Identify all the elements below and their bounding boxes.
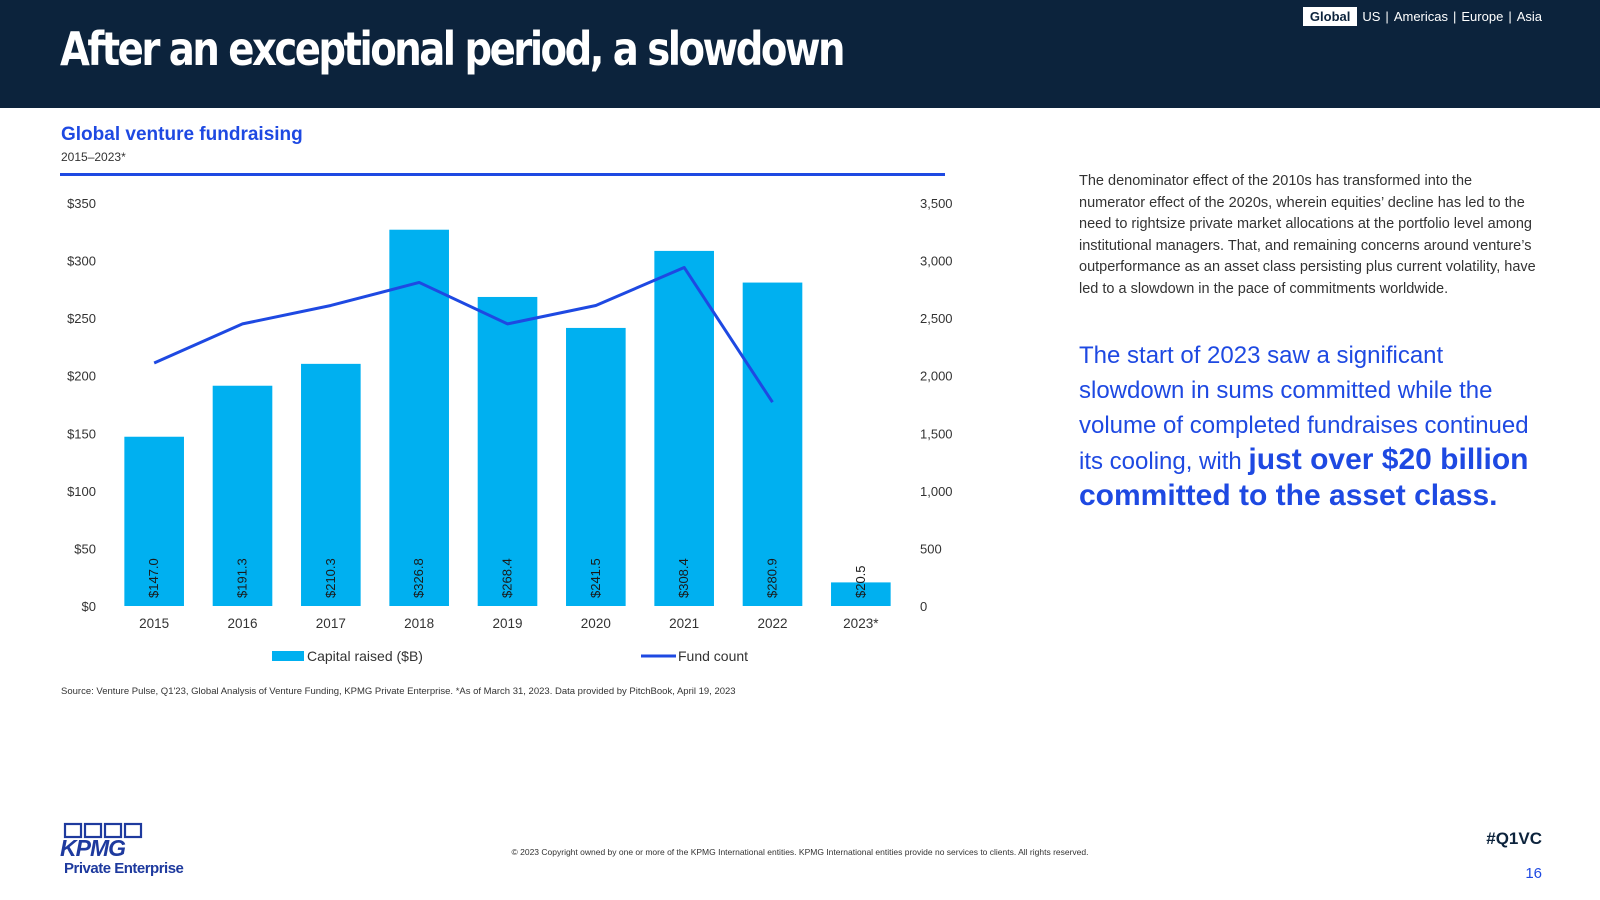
legend-label-capital: Capital raised ($B) [307, 648, 423, 664]
region-tab-americas[interactable]: Americas [1393, 9, 1448, 24]
bar-data-label: $241.5 [588, 558, 603, 598]
left-axis-tick-label: $150 [67, 426, 96, 441]
bar-data-label: $280.9 [765, 558, 780, 598]
bar [742, 282, 803, 606]
callout-text: The start of 2023 saw a significant slow… [1079, 338, 1549, 515]
x-axis-tick-label: 2017 [316, 616, 346, 631]
x-axis-tick-label: 2020 [581, 616, 611, 631]
region-separator: | [1508, 9, 1512, 24]
region-nav: Global US | Americas | Europe | Asia [1302, 7, 1542, 26]
x-axis-tick-label: 2018 [404, 616, 434, 631]
left-axis-tick-label: $200 [67, 369, 96, 384]
right-axis-tick-label: 2,000 [920, 369, 953, 384]
bar [654, 250, 714, 607]
bar-data-label: $191.3 [235, 558, 250, 598]
page-number: 16 [1525, 865, 1542, 882]
logo-subtitle: Private Enterprise [64, 860, 184, 877]
bar-data-label: $308.4 [676, 558, 691, 598]
bar-data-label: $326.8 [411, 558, 426, 598]
header-bar: After an exceptional period, a slowdown … [0, 0, 1600, 108]
x-axis-tick-label: 2022 [757, 616, 787, 631]
right-axis-tick-label: 1,000 [920, 484, 953, 499]
bar [566, 327, 626, 606]
bar-data-label: $20.5 [853, 565, 868, 598]
region-separator: | [1385, 9, 1389, 24]
x-axis-tick-label: 2023* [843, 616, 879, 631]
x-axis-tick-label: 2019 [492, 616, 522, 631]
x-axis-tick-label: 2015 [139, 616, 169, 631]
legend-label-fund-count: Fund count [678, 648, 748, 664]
right-axis-tick-label: 1,500 [920, 426, 953, 441]
copyright-notice: © 2023 Copyright owned by one or more of… [511, 847, 1089, 857]
x-axis-tick-label: 2021 [669, 616, 699, 631]
region-tab-europe[interactable]: Europe [1461, 9, 1504, 24]
hashtag: #Q1VC [1486, 829, 1542, 848]
callout-lead: The start of 2023 saw a significant slow… [1079, 342, 1529, 475]
bar [212, 385, 273, 606]
right-axis-tick-label: 500 [920, 541, 942, 556]
bar [389, 229, 449, 607]
left-axis-tick-label: $350 [67, 196, 96, 211]
chart-subtitle: 2015–2023* [61, 150, 126, 164]
callout-emphasis: just over $20 billion committed to the a… [1079, 443, 1529, 512]
fund-count-line [153, 265, 774, 404]
bar-data-label: $147.0 [146, 558, 161, 598]
chart-title-rule [60, 173, 945, 176]
bar [124, 436, 184, 606]
bar-data-label: $210.3 [323, 558, 338, 598]
left-axis-tick-label: $100 [67, 484, 96, 499]
x-axis-tick-label: 2016 [227, 616, 257, 631]
kpmg-logo: KPMG [60, 822, 143, 860]
left-axis-tick-label: $50 [74, 541, 96, 556]
left-axis-tick-label: $0 [82, 599, 96, 614]
region-separator: | [1453, 9, 1457, 24]
bar-data-label: $268.4 [500, 558, 515, 598]
bar [301, 363, 361, 606]
bar [477, 296, 538, 606]
bar [831, 582, 891, 606]
left-axis-tick-label: $300 [67, 254, 96, 269]
page-title: After an exceptional period, a slowdown [60, 22, 846, 76]
region-tab-global[interactable]: Global [1302, 7, 1358, 26]
left-axis-tick-label: $250 [67, 311, 96, 326]
right-axis-tick-label: 3,500 [920, 196, 953, 211]
commentary-text: The denominator effect of the 2010s has … [1079, 173, 1536, 297]
chart-title: Global venture fundraising [61, 124, 303, 145]
right-axis-tick-label: 2,500 [920, 311, 953, 326]
region-tab-asia[interactable]: Asia [1516, 9, 1542, 24]
legend-swatch-capital [272, 651, 304, 661]
logo-wordmark: KPMG [60, 835, 126, 860]
fundraising-chart: $0 $50 $100 $150 $200 $250 $300 $350 0 500 1,000 1,… [67, 196, 953, 664]
region-tab-us[interactable]: US [1362, 9, 1381, 24]
right-axis-tick-label: 3,000 [920, 254, 953, 269]
source-note: Source: Venture Pulse, Q1'23, Global Ana… [61, 686, 736, 697]
right-axis-tick-label: 0 [920, 599, 927, 614]
